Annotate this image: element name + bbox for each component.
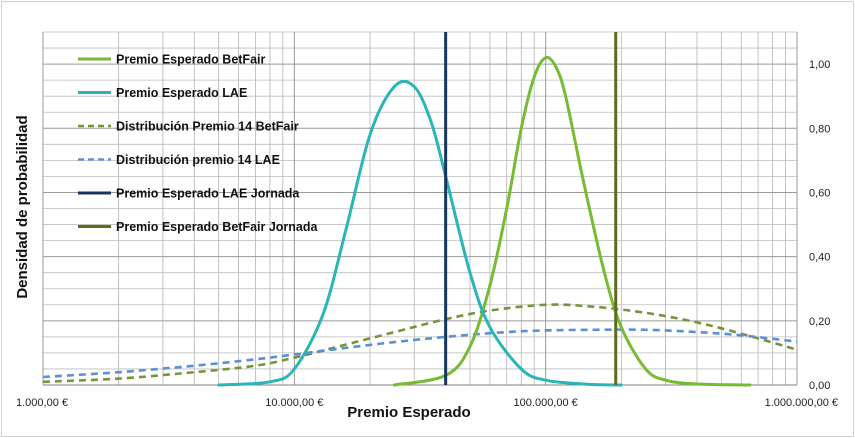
legend-label: Premio Esperado LAE (116, 86, 247, 100)
y-tick-label: 0,20 (809, 316, 830, 328)
x-axis-title: Premio Esperado (347, 404, 470, 421)
y-tick-label: 0,80 (809, 123, 830, 135)
legend-label: Premio Esperado BetFair (116, 53, 265, 67)
y-axis-title: Densidad de probabilidad (14, 115, 31, 298)
series-layer (42, 32, 798, 387)
legend: Premio Esperado BetFair Premio Esperado L… (78, 53, 319, 234)
series-premio-esperado-betfair (392, 55, 752, 387)
major-gridlines (42, 32, 798, 386)
y-tick-label: 0,00 (809, 380, 830, 392)
y-tick-label: 1,00 (809, 59, 830, 71)
x-tick-label: 100.000,00 € (514, 397, 578, 409)
minor-gridlines (43, 31, 797, 385)
legend-label: Distribución premio 14 LAE (116, 153, 280, 167)
x-tick-label: 10.000,00 € (265, 397, 323, 409)
series-distribucion-premio-14-lae (42, 328, 798, 379)
y-tick-label: 0,40 (809, 252, 830, 264)
series-premio-esperado-lae (217, 79, 623, 387)
tick-labels: 1.000,00 € 10.000,00 € 100.000,00 € 1.000.0… (16, 59, 838, 409)
legend-label: Distribución Premio 14 BetFair (116, 120, 299, 134)
legend-label: Premio Esperado LAE Jornada (116, 187, 300, 201)
y-tick-label: 0,60 (809, 187, 830, 199)
x-tick-label: 1.000.000,00 € (765, 397, 838, 409)
legend-label: Premio Esperado BetFair Jornada (116, 220, 319, 234)
x-tick-label: 1.000,00 € (16, 397, 68, 409)
